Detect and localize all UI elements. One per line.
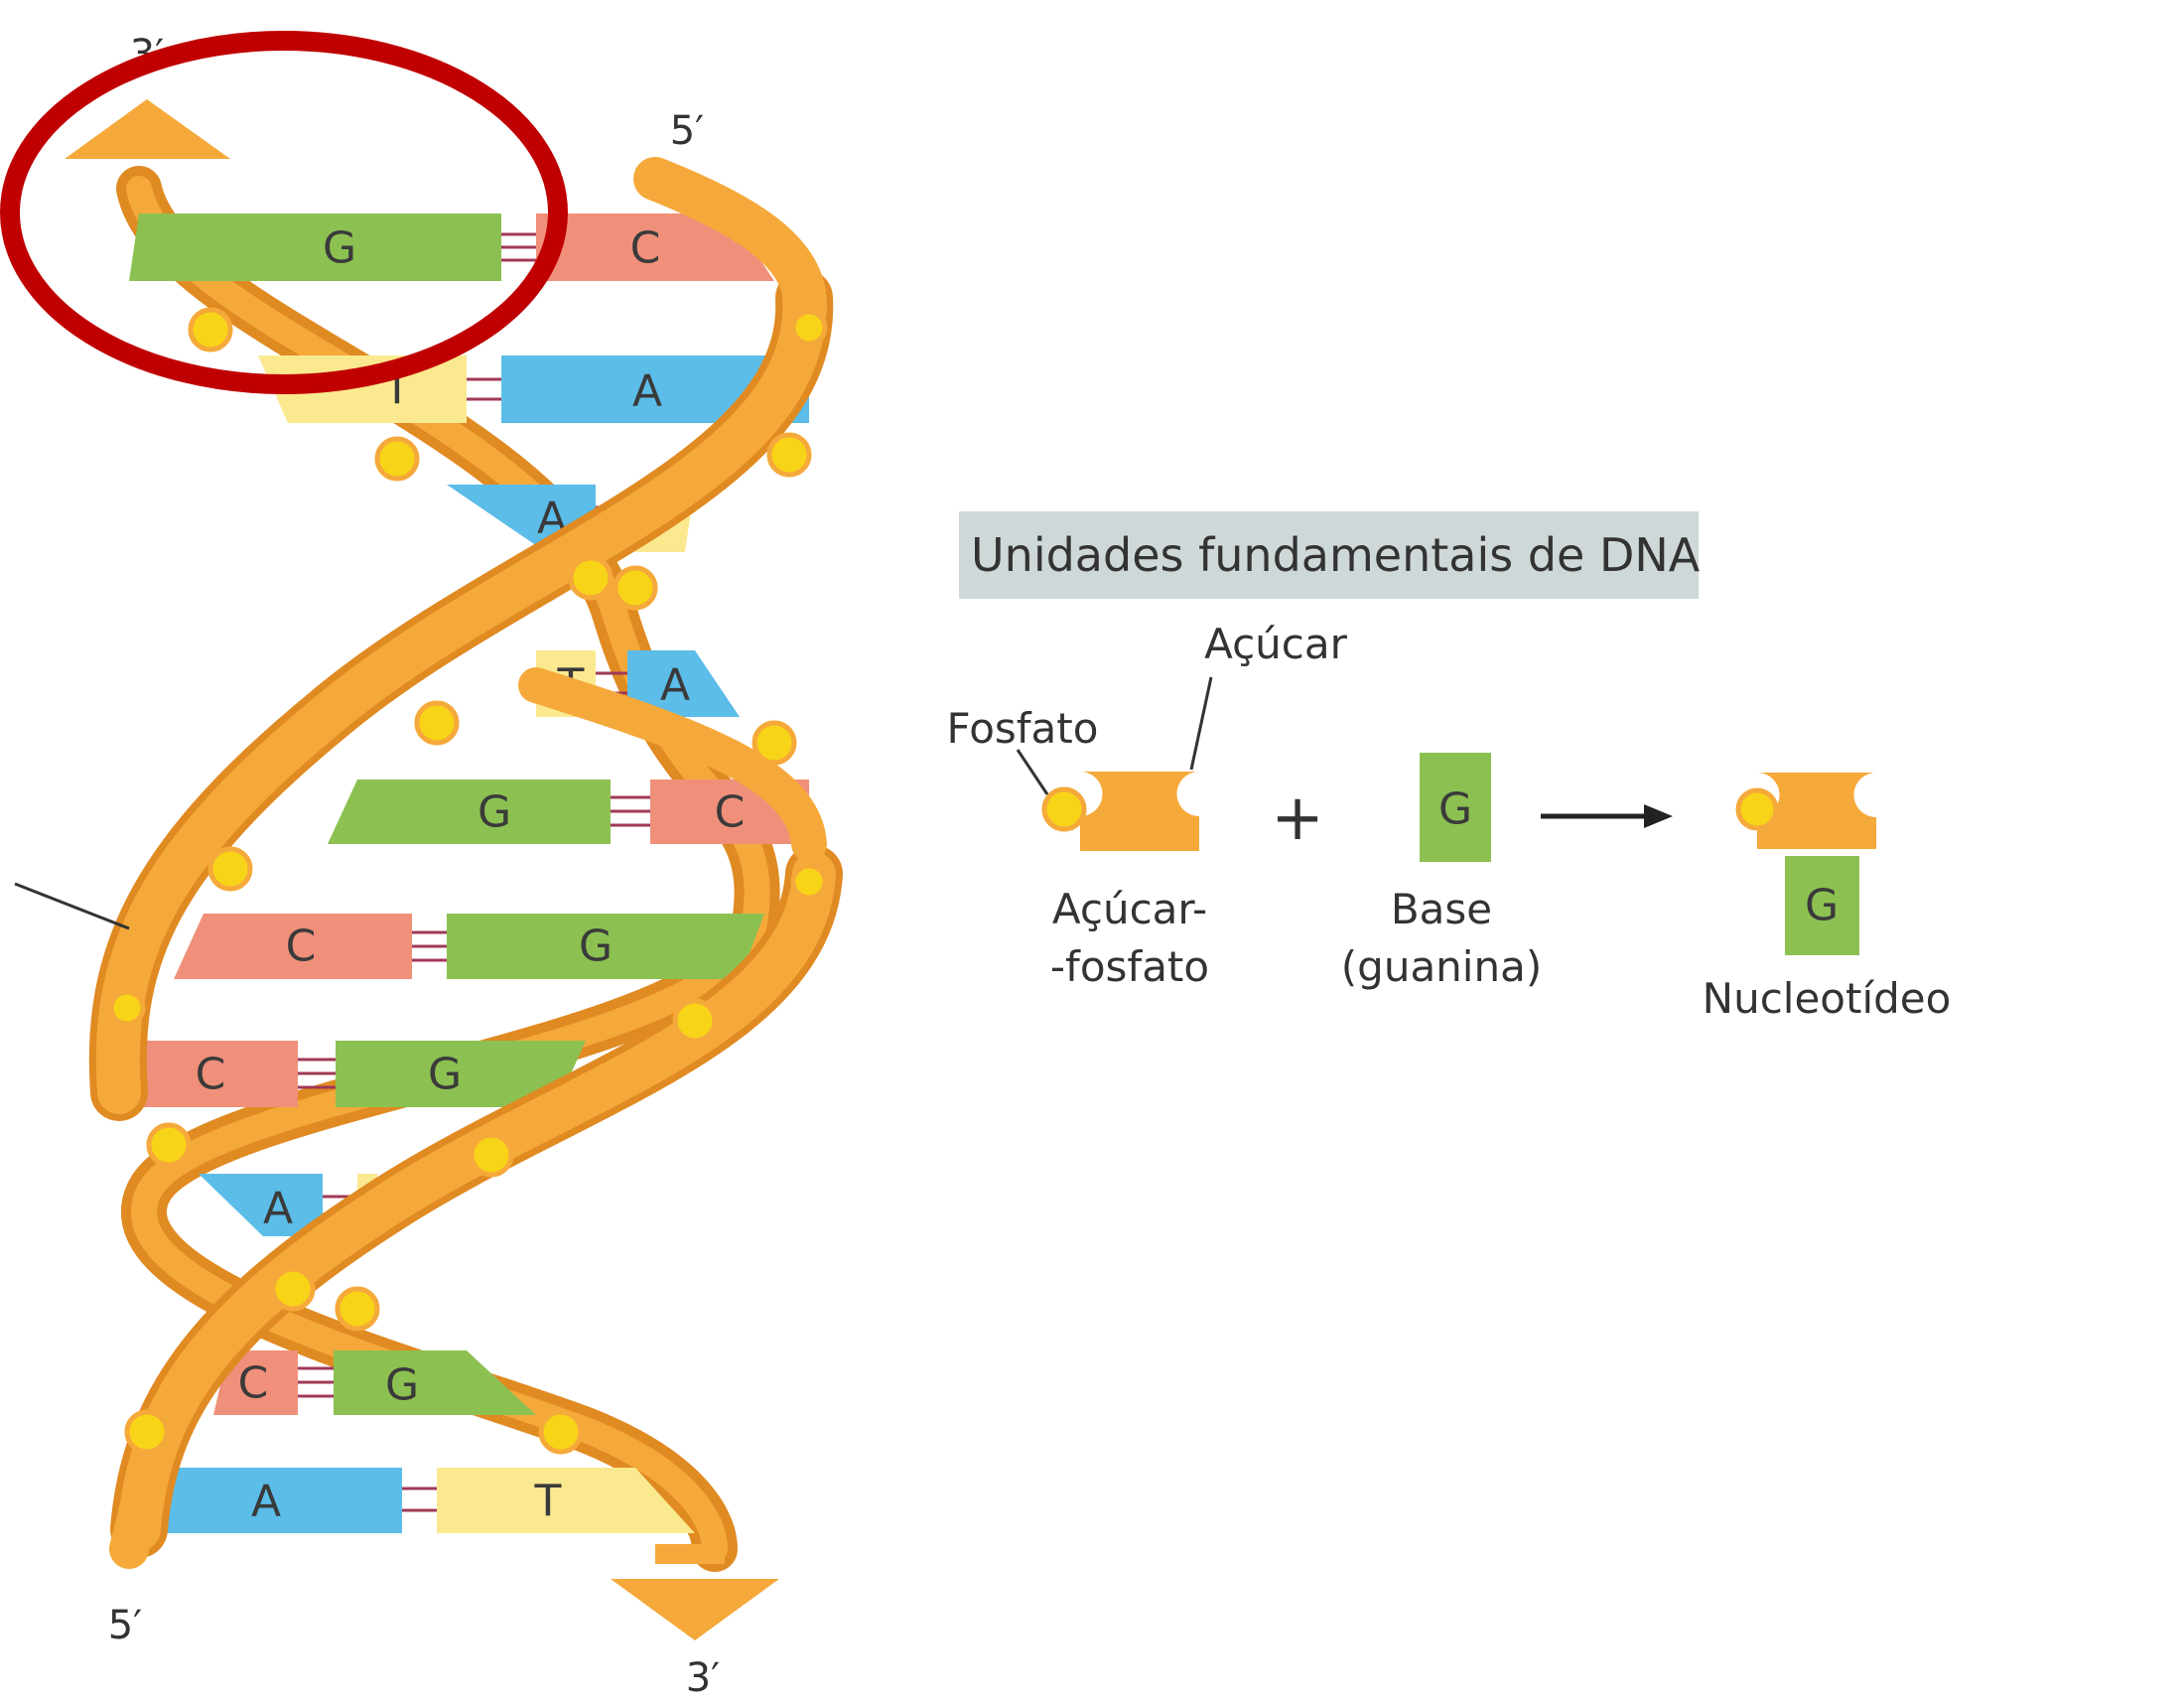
phosphate-circle <box>1041 786 1087 832</box>
nucleotide-base <box>1785 856 1859 955</box>
base-unit: G Base (guanina) <box>1341 753 1542 991</box>
base-A <box>627 650 740 717</box>
hydrogen-bonds <box>412 930 447 962</box>
base-G-square <box>1420 753 1491 862</box>
base-T <box>437 1468 695 1533</box>
base-G <box>447 914 764 979</box>
base-G <box>129 213 501 281</box>
hydrogen-bonds <box>402 1487 437 1512</box>
base-pair-7: C G <box>119 1041 586 1107</box>
sugar-label: Açúcar <box>1204 620 1348 668</box>
pointer-line <box>14 882 130 930</box>
base-label: C <box>286 922 317 972</box>
nucleotide-sugar <box>1757 773 1876 849</box>
hydrogen-bonds <box>298 1058 336 1089</box>
end-label-bottom-right: 3′ <box>686 1655 721 1697</box>
base-label-line1: Base <box>1391 885 1492 933</box>
highlight-circle <box>0 31 568 394</box>
base-G <box>328 780 611 844</box>
sugar-phosphate-label-line1: Açúcar- <box>1052 885 1207 933</box>
nucleotide-letter: G <box>1805 881 1839 931</box>
sugar-phosphate-label-line2: -fosfato <box>1050 942 1209 991</box>
strand-end-arrow-top <box>65 99 230 159</box>
base-label-line2: (guanina) <box>1341 942 1542 991</box>
plus-sign: + <box>1271 781 1324 855</box>
base-label: G <box>478 787 511 838</box>
base-label: A <box>632 366 662 417</box>
hydrogen-bonds <box>298 1366 334 1398</box>
base-label: A <box>660 660 690 711</box>
sugar-phosphate-unit: Açúcar Fosfato Açúcar- -fosfato <box>947 620 1348 991</box>
base-label: C <box>196 1050 226 1100</box>
base-A <box>124 1468 402 1533</box>
base-C <box>536 213 774 281</box>
base-G <box>336 1041 586 1107</box>
end-label-bottom-left: 5′ <box>108 1603 143 1648</box>
hydrogen-bonds <box>467 377 501 401</box>
legend-title-box <box>959 511 1699 599</box>
legend-fundamental-units: Unidades fundamentais de DNA Açúcar Fosf… <box>947 511 1952 1023</box>
base-label: G <box>579 922 613 972</box>
base-C <box>119 1041 298 1107</box>
base-G <box>334 1350 536 1415</box>
base-pair-9: C G <box>213 1350 536 1415</box>
nucleotide-phosphate <box>1735 787 1779 831</box>
phosphate-label: Fosfato <box>947 704 1099 753</box>
base-label: C <box>238 1358 269 1409</box>
base-label: A <box>263 1184 293 1234</box>
base-pair-8: A T <box>199 1174 377 1236</box>
sugar-shape <box>1080 772 1199 851</box>
nucleotide-label: Nucleotídeo <box>1703 974 1952 1023</box>
base-letter: G <box>1438 784 1472 835</box>
hydrogen-bonds <box>611 795 650 827</box>
base-label: G <box>428 1050 462 1100</box>
end-label-top-right: 5′ <box>670 108 705 154</box>
phosphate-groups <box>108 307 828 1455</box>
legend-title: Unidades fundamentais de DNA <box>971 528 1701 582</box>
base-pair-6: C G <box>174 914 764 979</box>
phosphate-pointer <box>1016 749 1049 795</box>
base-label: A <box>251 1477 281 1527</box>
strand-end-arrow-bottom <box>611 1579 779 1640</box>
base-label: G <box>385 1360 419 1411</box>
base-label: C <box>715 787 746 838</box>
base-label: G <box>323 223 356 274</box>
nucleotide-unit: G Nucleotídeo <box>1703 773 1952 1023</box>
base-label: C <box>630 223 661 274</box>
reaction-arrow <box>1541 804 1673 828</box>
base-C <box>174 914 412 979</box>
sugar-pointer <box>1189 676 1213 771</box>
base-pair-10: A T <box>124 1468 695 1533</box>
dna-double-helix: G C T A A T T <box>14 32 843 1701</box>
base-label: T <box>534 1477 562 1527</box>
base-pair-1: G C <box>129 213 774 281</box>
hydrogen-bonds <box>501 232 536 262</box>
base-A <box>199 1174 323 1236</box>
